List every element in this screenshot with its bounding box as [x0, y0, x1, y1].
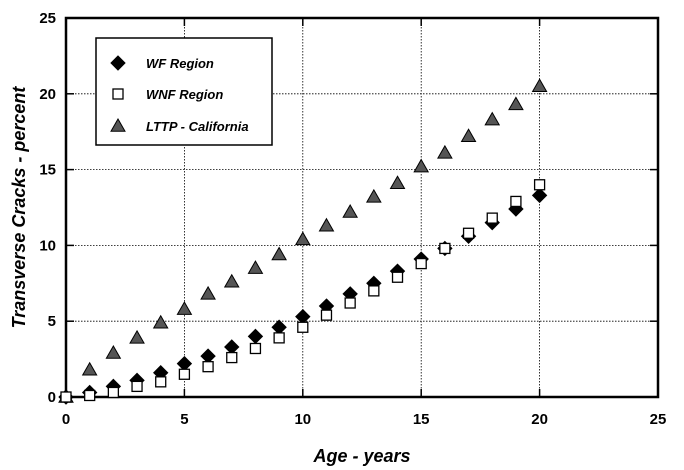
plot-frame: [64, 16, 660, 399]
triangle-point: [413, 158, 430, 173]
diamond-point: [247, 328, 264, 345]
triangle-point: [389, 175, 406, 189]
x-tick-label: 25: [650, 411, 667, 428]
square-point: [391, 271, 404, 283]
y-tick-label: 10: [39, 237, 56, 254]
triangle-point: [176, 301, 193, 315]
legend-label: WNF Region: [146, 87, 223, 102]
square-point: [320, 309, 333, 321]
square-point: [533, 179, 546, 191]
triangle-point: [318, 217, 335, 232]
square-point: [202, 361, 214, 373]
triangle-point: [200, 285, 216, 300]
triangle-point: [484, 111, 501, 126]
triangle-point: [294, 231, 311, 246]
diamond-point: [531, 187, 548, 204]
square-point: [84, 389, 96, 402]
triangle-point: [129, 329, 145, 344]
square-point: [439, 242, 451, 255]
square-point: [344, 297, 356, 309]
square-point: [226, 351, 238, 364]
x-tick-label: 10: [294, 411, 311, 428]
x-tick-label: 20: [531, 411, 548, 428]
legend-marker: [110, 117, 126, 132]
y-tick-label: 15: [39, 162, 56, 179]
triangle-point: [105, 345, 122, 359]
axis-ticks: 0 5 10 15 20 25 0 5 10 15 20 25: [39, 10, 666, 428]
square-point: [368, 285, 380, 297]
triangle-point: [152, 314, 169, 329]
triangle-point: [271, 246, 287, 261]
square-point: [178, 368, 191, 380]
triangle-point: [342, 204, 359, 218]
square-point: [415, 257, 427, 270]
legend-box: [95, 37, 273, 146]
square-point: [462, 227, 475, 239]
x-tick-label: 15: [413, 411, 430, 428]
legend: WF Region WNF Region LTTP - California: [95, 37, 273, 146]
square-point: [510, 195, 522, 208]
legend-label: LTTP - California: [146, 119, 249, 134]
y-tick-label: 0: [48, 389, 56, 406]
triangle-point: [365, 188, 382, 203]
triangle-point: [437, 144, 453, 159]
square-point: [486, 212, 498, 224]
diamond-point: [224, 339, 240, 355]
square-point: [297, 321, 309, 333]
diamond-point: [200, 348, 216, 364]
y-tick-label: 25: [39, 10, 56, 27]
y-axis-label: Transverse Cracks - percent: [9, 86, 29, 329]
square-point: [155, 376, 167, 388]
diamond-point: [176, 355, 193, 372]
square-point: [107, 386, 120, 399]
legend-marker: [110, 55, 126, 71]
square-point: [249, 342, 262, 355]
x-tick-label: 0: [62, 411, 70, 428]
data-markers: [58, 78, 548, 405]
x-axis-label: Age - years: [312, 446, 410, 466]
triangle-point: [508, 96, 524, 111]
triangle-point: [223, 273, 240, 288]
triangle-point: [531, 78, 548, 92]
triangle-point: [81, 361, 98, 376]
square-point: [131, 380, 143, 393]
legend-label: WF Region: [146, 56, 214, 71]
square-point: [60, 391, 72, 403]
x-tick-label: 5: [180, 411, 188, 428]
triangle-point: [247, 260, 264, 274]
y-tick-label: 5: [48, 313, 56, 330]
legend-marker: [112, 88, 124, 100]
square-point: [273, 332, 285, 344]
diamond-point: [271, 319, 287, 335]
triangle-point: [460, 128, 477, 142]
y-tick-label: 20: [39, 86, 56, 103]
